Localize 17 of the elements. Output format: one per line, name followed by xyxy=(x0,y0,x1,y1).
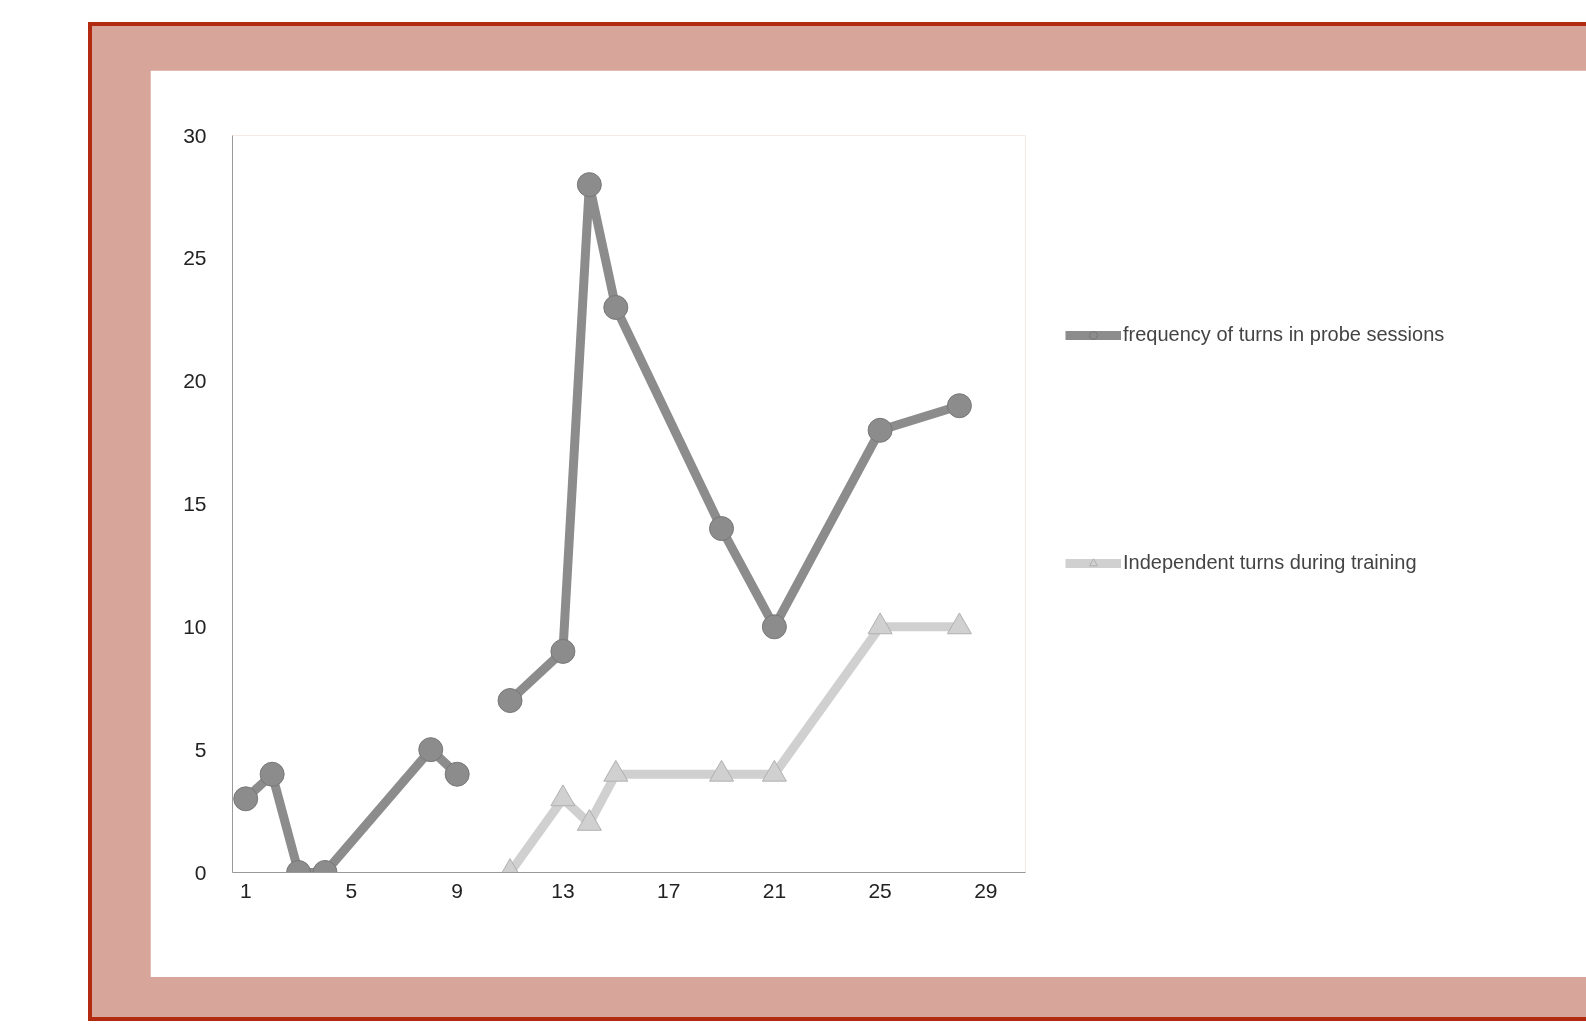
x-tick-label: 5 xyxy=(345,878,358,902)
x-tick-label: 13 xyxy=(551,878,575,902)
x-tick-label: 1 xyxy=(239,878,252,902)
y-tick-label: 20 xyxy=(183,369,207,393)
legend-label: frequency of turns in probe sessions xyxy=(1123,323,1445,346)
legend-label: Independent turns during training xyxy=(1123,551,1417,574)
y-tick-label: 25 xyxy=(183,246,207,270)
x-tick-label: 29 xyxy=(974,878,998,902)
y-tick-label: 15 xyxy=(183,492,207,515)
y-tick-label: 30 xyxy=(183,123,207,147)
y-tick-label: 10 xyxy=(183,614,207,638)
x-tick-label: 17 xyxy=(656,878,681,902)
y-tick-label: 5 xyxy=(194,737,207,761)
x-tick-label: 21 xyxy=(762,878,787,902)
y-tick-label: 0 xyxy=(194,860,207,884)
x-tick-label: 9 xyxy=(451,878,464,902)
x-tick-label: 25 xyxy=(868,878,892,902)
